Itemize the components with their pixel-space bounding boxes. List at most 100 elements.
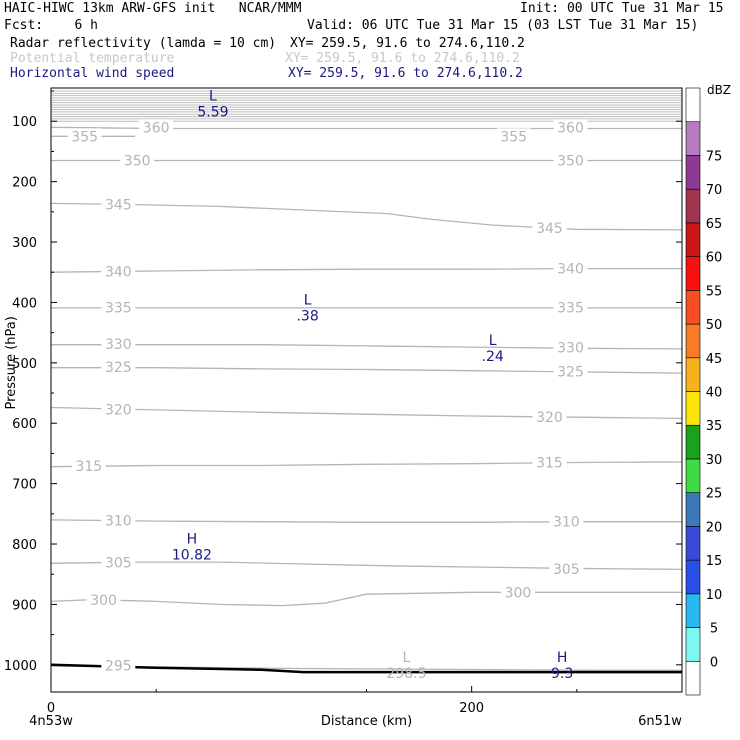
contour-label-bg bbox=[553, 339, 588, 356]
colorbar-label: 15 bbox=[706, 554, 723, 569]
contour-label-345: 345 bbox=[105, 198, 132, 214]
contour-label-330: 330 bbox=[105, 337, 132, 353]
x-axis-label: Distance (km) bbox=[321, 714, 412, 729]
field-name-reflectivity: Radar reflectivity (lamda = 10 cm) bbox=[10, 36, 277, 51]
contour-label-bg bbox=[101, 196, 136, 213]
colorbar-label: 50 bbox=[706, 318, 723, 333]
colorbar-cell bbox=[685, 87, 701, 123]
contour-label-335: 335 bbox=[105, 300, 132, 316]
colorbar-cell bbox=[685, 424, 701, 460]
contour-label-bg bbox=[101, 336, 136, 353]
y-tick-label: 700 bbox=[12, 478, 37, 493]
colorbar-cell bbox=[685, 526, 701, 561]
x-endpoint-right: 6n51w bbox=[638, 714, 682, 729]
colorbar-label: 75 bbox=[706, 149, 723, 164]
y-tick-label: 900 bbox=[12, 598, 37, 613]
colorbar: 0 5 10 15 20 25 30 35 40 45 50 55 60 65 70 75 dBZ bbox=[685, 83, 731, 696]
contour-label-bg bbox=[86, 592, 121, 609]
contour-label-360: 360 bbox=[557, 120, 584, 136]
extremum-value: 9.3 bbox=[551, 666, 573, 682]
colorbar-label: 35 bbox=[706, 419, 723, 434]
colorbar-cell bbox=[685, 660, 701, 696]
contour-label-bg bbox=[101, 554, 136, 571]
colorbar-label: 45 bbox=[706, 352, 723, 367]
field-name-theta: Potential temperature bbox=[10, 51, 175, 66]
contour-label-bg bbox=[496, 128, 531, 145]
contour-label-320: 320 bbox=[536, 410, 563, 426]
extremum-H: H bbox=[187, 532, 198, 548]
colorbar-cell bbox=[685, 323, 701, 359]
colorbar-cell bbox=[685, 492, 701, 527]
theta-contour-320 bbox=[51, 406, 682, 420]
x-tick-label: 200 bbox=[459, 701, 484, 716]
axes: 100 200 300 400 500 600 700 800 900 1000 0 200 Dista… bbox=[4, 87, 683, 729]
contour-label-bg bbox=[549, 560, 584, 577]
extremum-L: L bbox=[304, 292, 312, 308]
contour-label-330: 330 bbox=[557, 341, 584, 357]
extremum-value: 10.82 bbox=[172, 548, 212, 564]
extremum-L: L bbox=[403, 650, 411, 666]
y-tick-label: 1000 bbox=[4, 659, 37, 674]
colorbar-label: 65 bbox=[706, 217, 723, 232]
contour-label-310: 310 bbox=[553, 515, 580, 531]
contour-label-335: 335 bbox=[557, 300, 584, 316]
contour-label-345: 345 bbox=[536, 221, 563, 237]
contour-label-bg bbox=[553, 363, 588, 380]
extremum-value: .38 bbox=[296, 308, 318, 324]
y-tick-label: 600 bbox=[12, 417, 37, 432]
contour-label-bg bbox=[120, 152, 155, 169]
y-tick-label: 800 bbox=[12, 538, 37, 553]
contour-label-bg bbox=[532, 409, 567, 426]
x-tick-label: 0 bbox=[47, 701, 55, 716]
colorbar-cell bbox=[685, 593, 701, 628]
header-title: HAIC-HIWC 13km ARW-GFS init NCAR/MMM bbox=[4, 1, 302, 16]
contour-label-bg bbox=[549, 513, 584, 530]
contour-label-bg bbox=[532, 454, 567, 471]
contour-label-315: 315 bbox=[536, 455, 563, 471]
contour-labels: 295 300 300 305 305 310 310 315 315 320 320 325 325 3… bbox=[67, 88, 588, 682]
colorbar-label: 20 bbox=[706, 520, 723, 535]
contour-label-bg bbox=[101, 401, 136, 418]
extremum-value: 5.59 bbox=[197, 104, 228, 120]
colorbar-cell bbox=[685, 121, 701, 156]
field-xy-theta: XY= 259.5, 91.6 to 274.6,110.2 bbox=[285, 51, 520, 66]
contour-label-bg bbox=[101, 299, 136, 316]
contour-label-325: 325 bbox=[557, 364, 584, 380]
colorbar-label: 0 bbox=[710, 655, 718, 670]
contour-label-325: 325 bbox=[105, 360, 132, 376]
colorbar-label: 10 bbox=[706, 588, 723, 603]
colorbar-cell bbox=[685, 256, 701, 291]
contour-label-355: 355 bbox=[500, 129, 527, 145]
contour-label-360: 360 bbox=[143, 120, 170, 136]
colorbar-cell bbox=[685, 222, 701, 257]
y-tick-label: 100 bbox=[12, 115, 37, 130]
contour-label-340: 340 bbox=[557, 262, 584, 278]
theta-contours bbox=[51, 90, 682, 674]
contour-label-bg bbox=[101, 512, 136, 529]
contour-label-bg bbox=[101, 263, 136, 280]
contour-label-300: 300 bbox=[90, 593, 117, 609]
colorbar-cell bbox=[685, 155, 701, 190]
theta-contour-305 bbox=[51, 561, 682, 571]
field-xy-reflectivity: XY= 259.5, 91.6 to 274.6,110.2 bbox=[290, 36, 525, 51]
colorbar-units: dBZ bbox=[707, 83, 731, 97]
contour-label-bg bbox=[532, 220, 567, 237]
contour-label-305: 305 bbox=[105, 556, 132, 572]
contour-label-340: 340 bbox=[105, 265, 132, 281]
y-tick-label: 500 bbox=[12, 357, 37, 372]
theta-contour-300 bbox=[51, 591, 682, 607]
extremum-value: 298.5 bbox=[386, 666, 426, 682]
contour-label-bg bbox=[101, 657, 136, 674]
contour-label-bg bbox=[71, 458, 106, 475]
colorbar-cell bbox=[685, 391, 701, 426]
header-valid: Valid: 06 UTC Tue 31 Mar 15 (03 LST Tue … bbox=[307, 18, 699, 33]
contour-label-300: 300 bbox=[505, 585, 532, 601]
colorbar-cell bbox=[685, 188, 701, 224]
contour-label-bg bbox=[553, 152, 588, 169]
contour-label-350: 350 bbox=[557, 153, 584, 169]
contour-label-bg bbox=[500, 584, 535, 601]
y-tick-label: 300 bbox=[12, 236, 37, 251]
contour-label-350: 350 bbox=[124, 153, 151, 169]
contour-label-bg bbox=[101, 359, 136, 376]
y-axis-label: Pressure (hPa) bbox=[4, 316, 19, 409]
